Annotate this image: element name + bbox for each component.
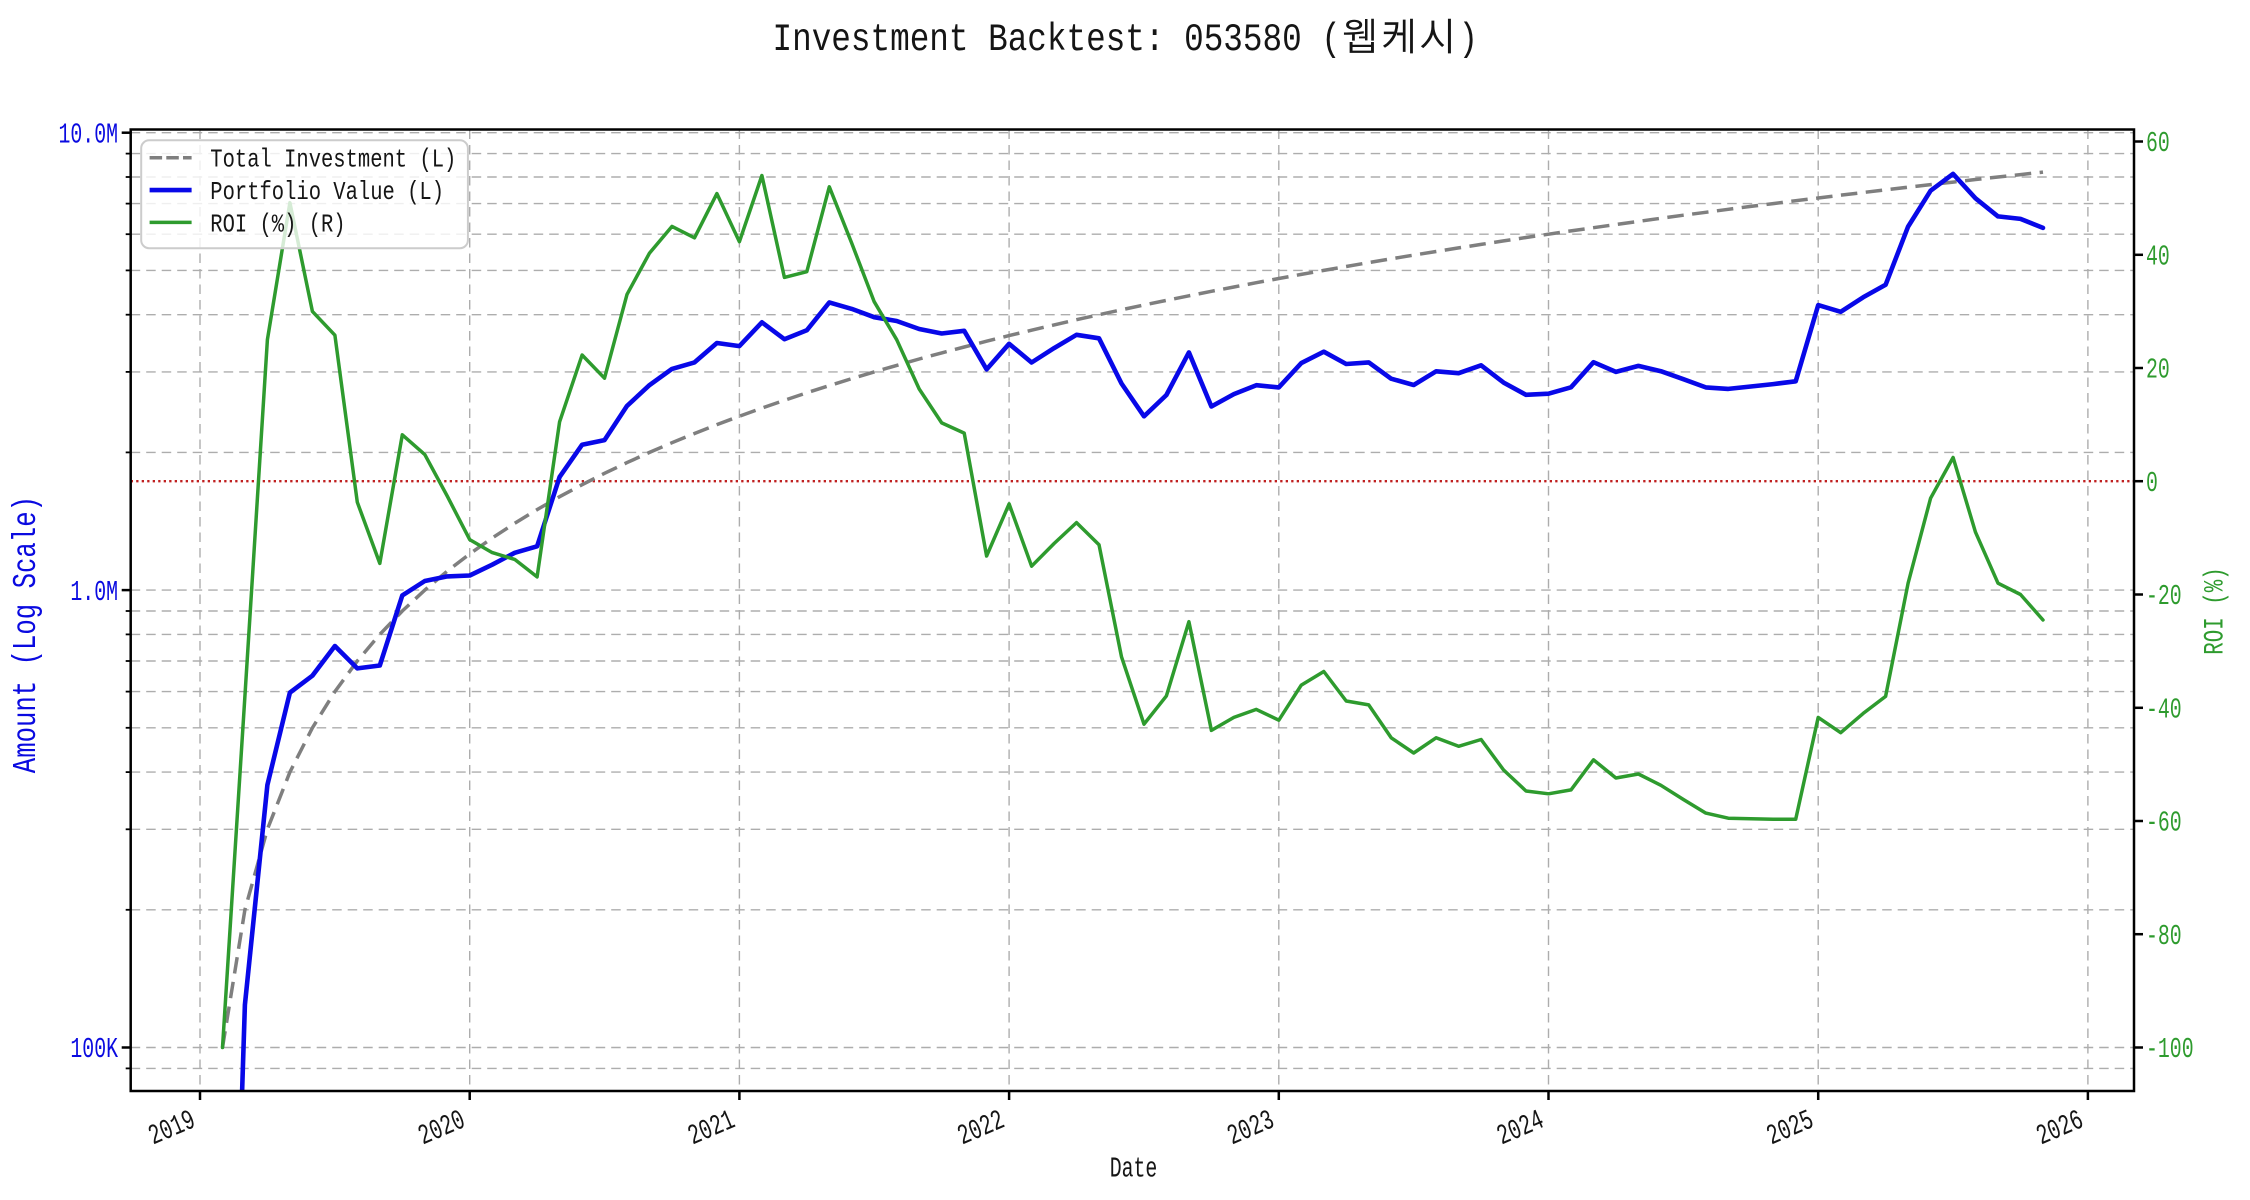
svg-text:): ) <box>1459 18 1479 62</box>
svg-text:1.0M: 1.0M <box>70 576 118 609</box>
svg-text:60: 60 <box>2146 127 2170 160</box>
svg-text:-60: -60 <box>2146 807 2182 840</box>
svg-text:Amount (Log Scale): Amount (Log Scale) <box>8 496 45 773</box>
svg-text:-80: -80 <box>2146 920 2182 953</box>
svg-text:Date: Date <box>1110 1153 1158 1186</box>
svg-text:20: 20 <box>2146 354 2170 387</box>
svg-text:Total Investment (L): Total Investment (L) <box>210 145 456 175</box>
svg-text:-40: -40 <box>2146 694 2182 727</box>
svg-text:ROI (%): ROI (%) <box>2201 567 2232 655</box>
svg-text:ROI (%) (R): ROI (%) (R) <box>210 209 345 239</box>
svg-text:100K: 100K <box>70 1033 118 1066</box>
svg-text:-100: -100 <box>2146 1033 2194 1066</box>
svg-text:-20: -20 <box>2146 580 2182 613</box>
svg-text:Investment Backtest: 053580 (: Investment Backtest: 053580 ( <box>773 18 1341 62</box>
svg-text:10.0M: 10.0M <box>59 118 119 151</box>
svg-text:0: 0 <box>2146 467 2158 500</box>
svg-text:Portfolio Value (L): Portfolio Value (L) <box>210 177 444 207</box>
svg-text:40: 40 <box>2146 240 2170 273</box>
